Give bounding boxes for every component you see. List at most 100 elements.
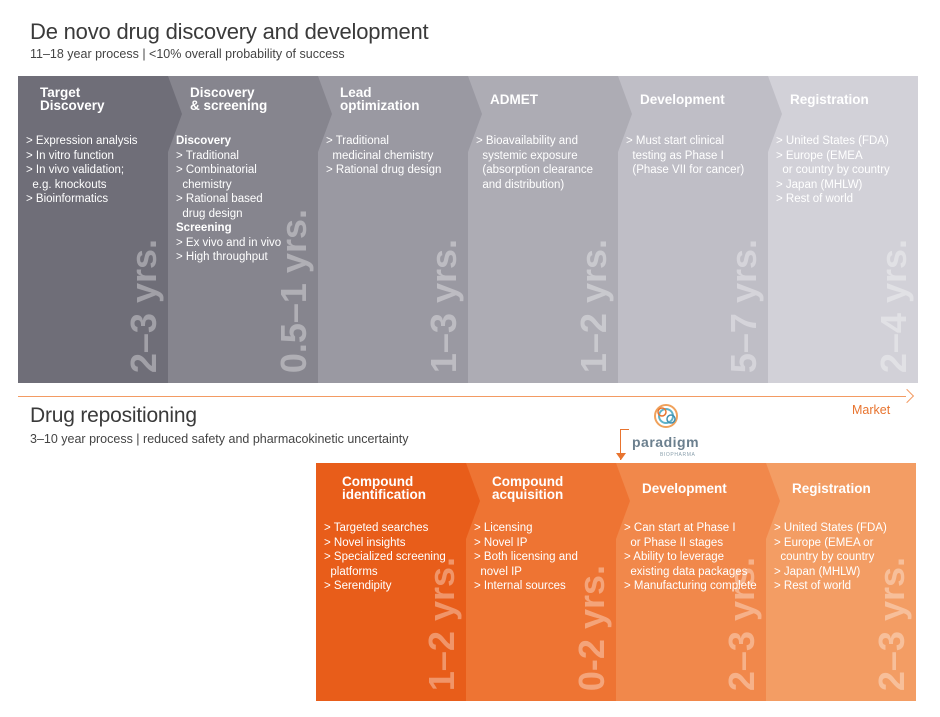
chevron-triangle — [618, 76, 632, 152]
stage-6: Registration > United States (FDA) > Europ… — [768, 76, 918, 383]
stage-duration: 2–3 yrs. — [871, 556, 912, 691]
stage-background — [466, 463, 616, 701]
stage-duration: 1–2 yrs. — [573, 238, 614, 373]
stage-title: Development — [642, 481, 727, 496]
bullet-item: > Rational drug design — [326, 164, 442, 176]
market-arrow-icon — [899, 388, 915, 404]
stage-3: Development > Can start at Phase I or Pha… — [616, 463, 780, 701]
stage-title: Registration — [790, 92, 869, 107]
stage-bullets: > Traditional medicinal chemistry > Ratio… — [326, 134, 464, 178]
stage-1: Compound identification > Targeted search… — [316, 463, 480, 701]
stage-bullets: Discovery > Traditional > Combinatorial ch… — [176, 134, 314, 265]
down-arrow-icon — [616, 453, 626, 460]
stage-2: Discovery & screening Discovery > Traditio… — [168, 76, 332, 383]
stage-5: Development > Must start clinical testing… — [618, 76, 782, 383]
bullet-item: > High throughput — [176, 251, 268, 263]
bullet-item: > Ability to leverage existing data pack… — [624, 551, 748, 578]
chevron-triangle — [768, 76, 782, 152]
stage-2: Compound acquisition > Licensing > Novel I… — [466, 463, 630, 701]
section-title: Drug repositioning — [30, 404, 197, 427]
stage-title: Discovery & screening — [190, 85, 268, 113]
bullet-item: > Combinatorial chemistry — [176, 164, 257, 191]
stage-title: Lead optimization — [340, 85, 420, 113]
stage-background — [616, 463, 766, 701]
bullet-item: > Rest of world — [776, 193, 854, 205]
bullet-item: > Manufacturing complete — [624, 580, 757, 592]
bullet-item: > Can start at Phase I or Phase II stage… — [624, 522, 736, 549]
bullet-heading: Screening — [176, 222, 232, 234]
market-label: Market — [852, 403, 891, 417]
bullet-item: > Targeted searches — [324, 522, 429, 534]
stage-background — [18, 76, 168, 383]
bullet-item: > In vivo validation; e.g. knockouts — [26, 164, 125, 191]
bullet-item: > Serendipity — [324, 580, 392, 592]
stage-duration: 1–2 yrs. — [421, 556, 462, 691]
stage-4: Registration > United States (FDA) > Europ… — [766, 463, 916, 701]
bullet-item: > Europe (EMEA or country by country — [774, 536, 875, 564]
market-timeline-line — [18, 396, 906, 397]
stage-bullets: > Can start at Phase I or Phase II stage… — [624, 521, 762, 594]
stage-duration: 0.5–1 yrs. — [273, 208, 314, 373]
stage-bullets: > Bioavailability and systemic exposure … — [476, 134, 614, 192]
bullet-item: > Bioinformatics — [26, 193, 109, 205]
page-subtitle: 11–18 year process | <10% overall probab… — [30, 47, 345, 61]
stage-duration: 2–3 yrs. — [123, 238, 164, 373]
stage-bullets: > United States (FDA) > Europe (EMEA or c… — [776, 134, 914, 207]
chevron-triangle — [168, 76, 182, 152]
logo-wordmark: paradigm — [632, 434, 700, 450]
stage-background — [468, 76, 618, 383]
stage-bullets: > Expression analysis > In vitro function… — [26, 134, 164, 207]
chevron-triangle — [318, 76, 332, 152]
bullet-item: > Both licensing and novel IP — [474, 551, 578, 578]
chevron-triangle — [466, 463, 480, 539]
stage-bullets: > Licensing > Novel IP > Both licensing an… — [474, 521, 612, 594]
chevron-triangle — [468, 76, 482, 152]
stage-title: ADMET — [490, 92, 538, 107]
bullet-item: > United States (FDA) — [774, 522, 887, 534]
bullet-item: > Japan (MHLW) — [776, 178, 863, 191]
stage-duration: 2–4 yrs. — [873, 238, 914, 373]
stage-duration: 0-2 yrs. — [571, 564, 612, 691]
bullet-item: > Rest of world — [774, 580, 852, 592]
bullet-item: > Licensing — [474, 522, 533, 534]
stage-title: Registration — [792, 481, 871, 496]
stage-title: Compound identification — [342, 474, 426, 502]
bullet-heading: Discovery — [176, 135, 231, 147]
bullet-item: > Europe (EMEA or country by country — [776, 149, 890, 177]
stage-1: Target Discovery > Expression analysis > I… — [18, 76, 182, 383]
stage-background — [316, 463, 466, 701]
bullet-item: > Traditional — [176, 149, 239, 162]
stage-background — [168, 76, 318, 383]
stage-title: Development — [640, 92, 725, 107]
paradigm-logo: paradigm BIOPHARMA — [616, 401, 726, 463]
page-title: De novo drug discovery and development — [30, 19, 429, 44]
logo-tagline: BIOPHARMA — [660, 452, 696, 458]
bullet-item: > Ex vivo and in vivo — [176, 236, 282, 249]
stage-background — [768, 76, 918, 383]
bullet-item: > Must start clinical testing as Phase I… — [626, 135, 745, 176]
bullet-item: > United States (FDA) — [776, 135, 889, 147]
section-subtitle: 3–10 year process | reduced safety and p… — [30, 432, 409, 446]
chevron-triangle — [766, 463, 780, 539]
bullet-item: > Japan (MHLW) — [774, 565, 861, 578]
stage-background — [766, 463, 916, 701]
stage-title: Target Discovery — [40, 85, 105, 113]
bullet-item: > Traditional medicinal chemistry — [326, 135, 434, 162]
stage-bullets: > United States (FDA) > Europe (EMEA or c… — [774, 521, 912, 594]
stage-bullets: > Targeted searches > Novel insights > Spe… — [324, 521, 462, 594]
bullet-item: > Rational based drug design — [176, 193, 263, 220]
logo-bracket — [620, 429, 629, 460]
stage-background — [318, 76, 468, 383]
bullet-item: > Bioavailability and systemic exposure … — [476, 135, 593, 191]
stage-duration: 5–7 yrs. — [723, 238, 764, 373]
stage-3: Lead optimization > Traditional medicinal… — [318, 76, 482, 383]
stage-bullets: > Must start clinical testing as Phase I… — [626, 134, 764, 178]
stage-title: Compound acquisition — [492, 474, 564, 502]
bullet-item: > In vitro function — [26, 149, 114, 162]
bullet-item: > Specialized screening platforms — [324, 551, 446, 578]
stage-duration: 1–3 yrs. — [423, 238, 464, 373]
chevron-triangle — [616, 463, 630, 539]
stage-4: ADMET > Bioavailability and systemic expo… — [468, 76, 632, 383]
bullet-item: > Novel IP — [474, 536, 528, 549]
bullet-item: > Novel insights — [324, 536, 406, 549]
